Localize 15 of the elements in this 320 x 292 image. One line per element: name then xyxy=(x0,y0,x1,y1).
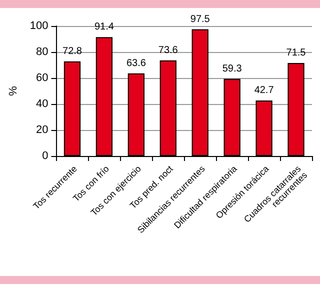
data-label: 59.3 xyxy=(222,63,242,74)
data-label: 63.6 xyxy=(126,58,146,69)
data-label: 97.5 xyxy=(190,14,210,25)
data-label: 91.4 xyxy=(94,22,114,33)
y-tick-label: 80 xyxy=(36,46,48,58)
y-tick-label: 0 xyxy=(42,150,48,162)
y-tick-label: 20 xyxy=(36,124,48,136)
y-tick-label: 60 xyxy=(36,72,48,84)
data-label: 42.7 xyxy=(254,84,274,96)
y-axis-title: % xyxy=(8,86,20,96)
data-label: 71.5 xyxy=(286,48,306,59)
y-tick-label: 40 xyxy=(36,98,48,110)
data-label: 73.6 xyxy=(158,44,178,56)
data-label: 72.8 xyxy=(62,46,82,57)
y-tick-label: 100 xyxy=(30,20,48,32)
